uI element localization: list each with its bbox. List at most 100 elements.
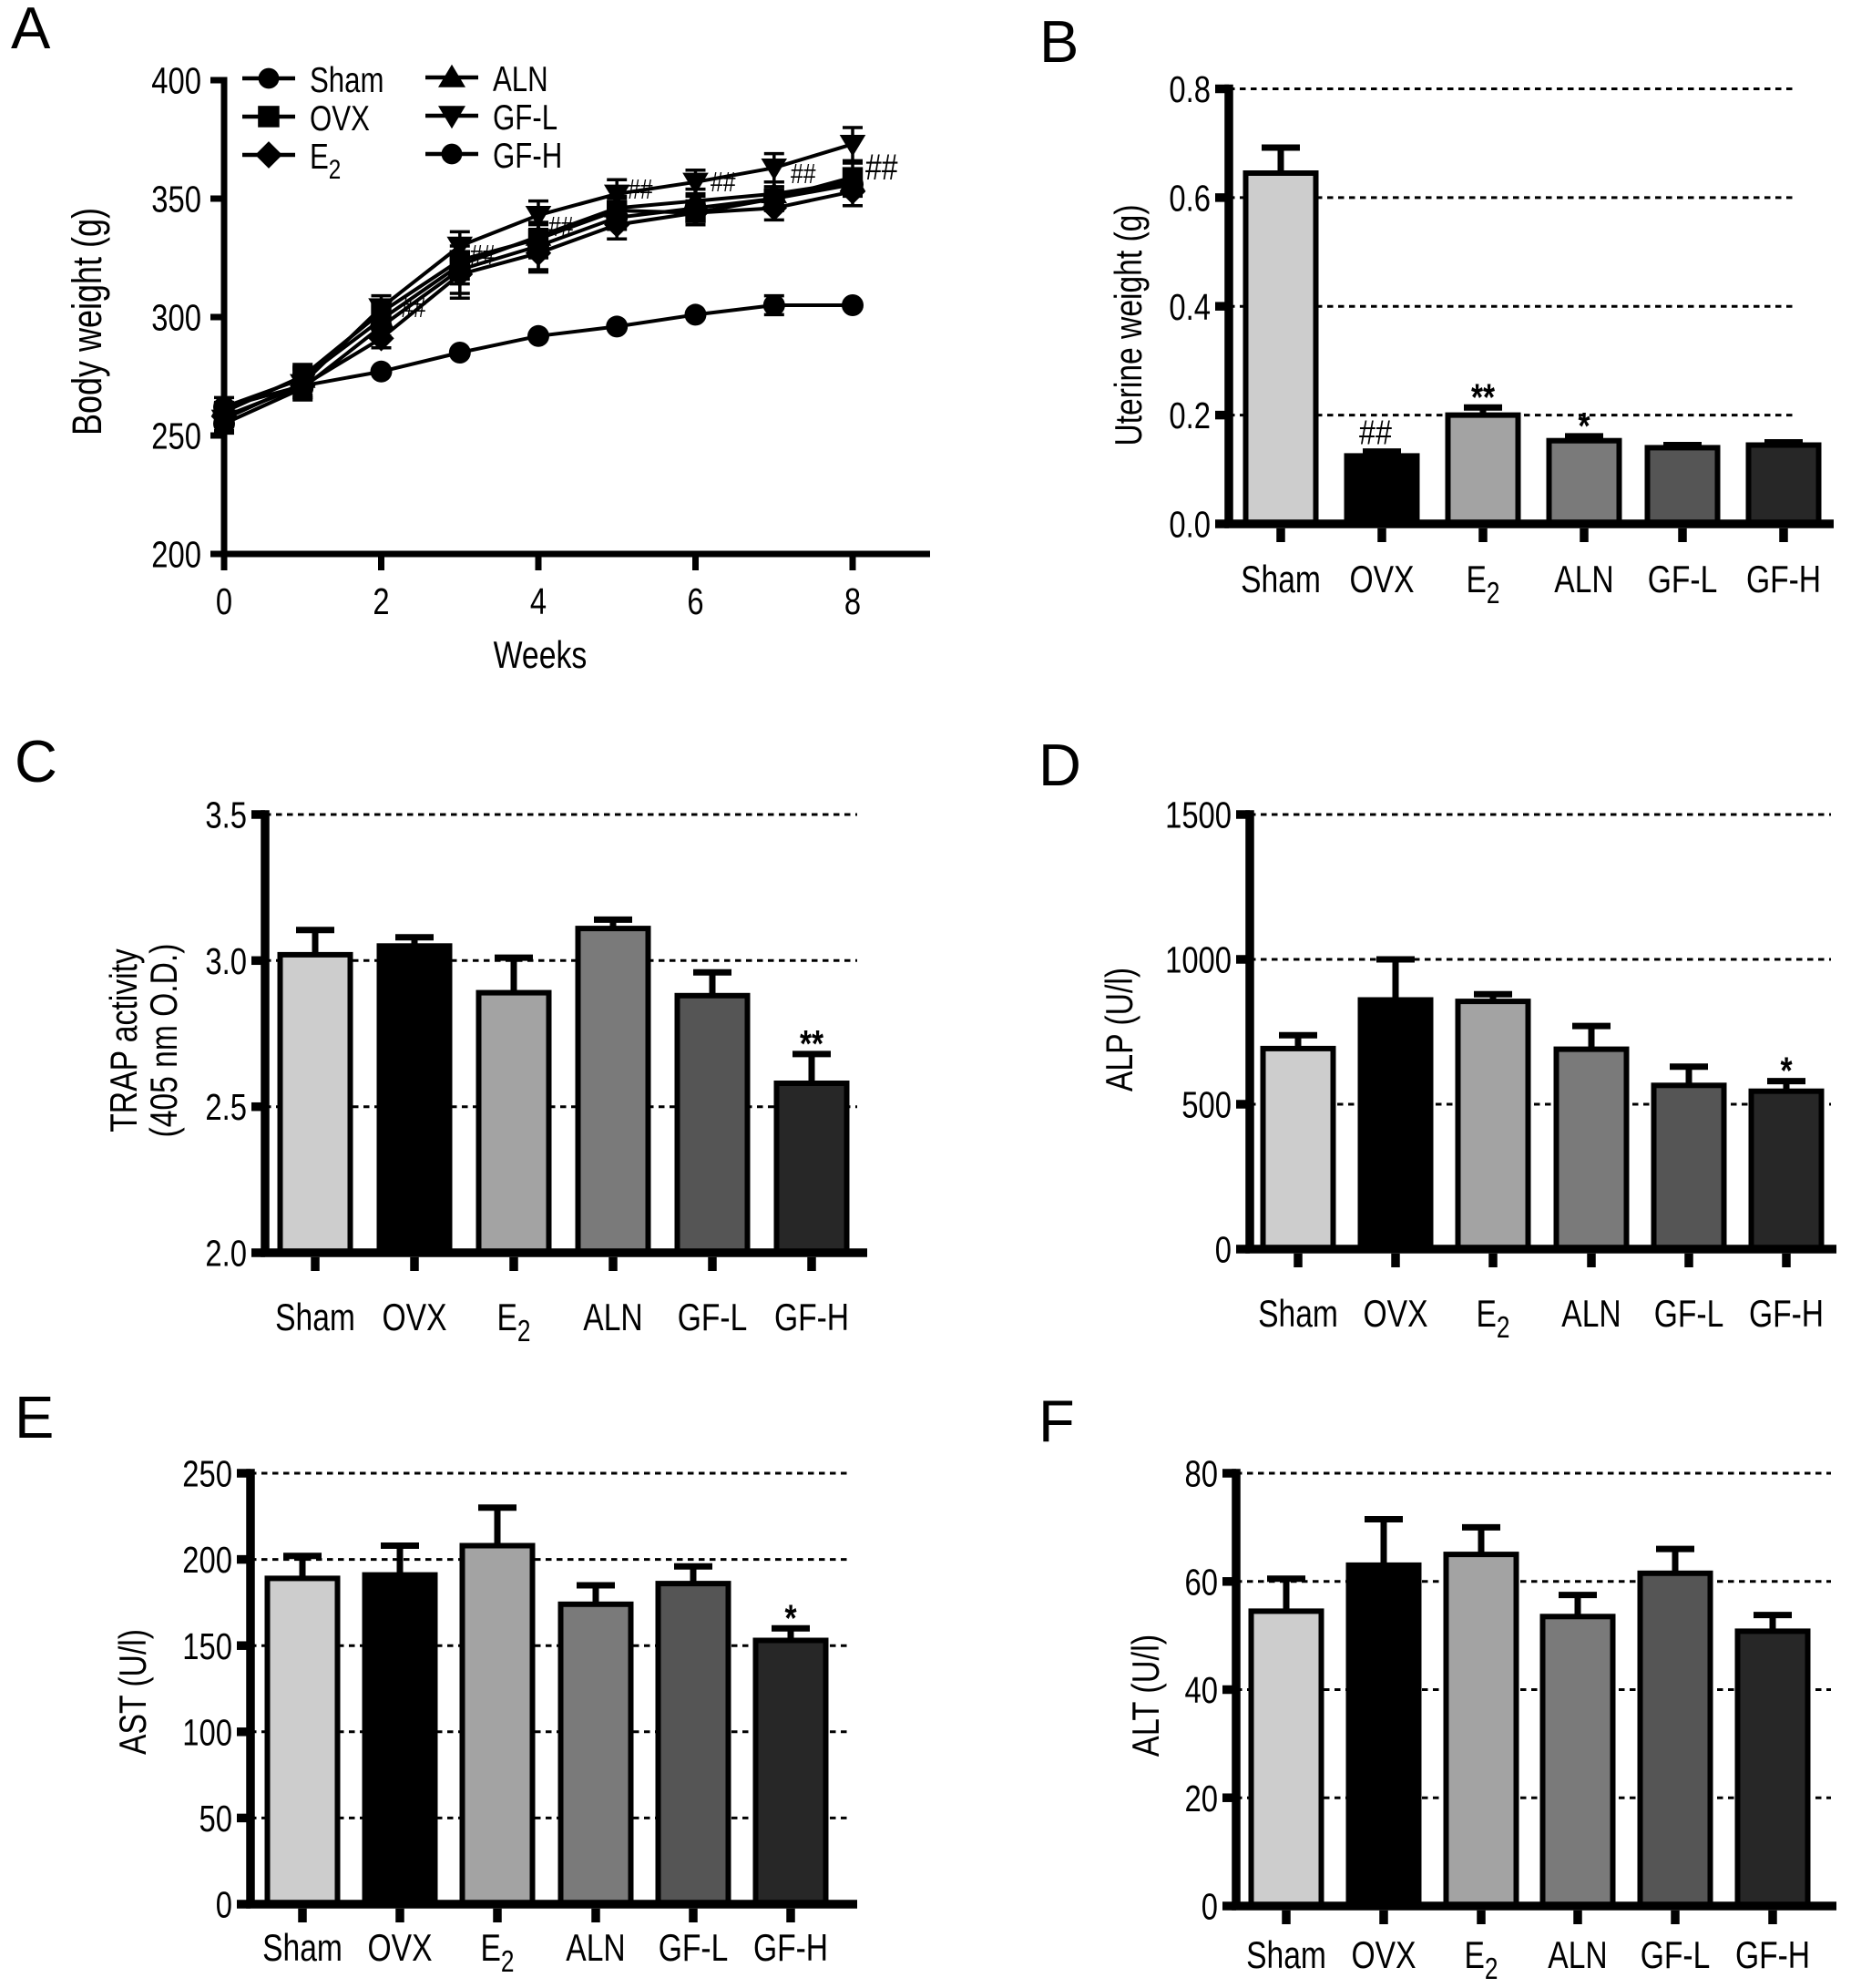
svg-text:2: 2 [329,155,342,185]
svg-text:*: * [1780,1050,1793,1092]
svg-text:0.2: 0.2 [1169,395,1211,436]
svg-text:ALN: ALN [1561,1292,1621,1335]
svg-text:GF-L: GF-L [659,1926,729,1969]
svg-text:##: ## [548,210,574,242]
svg-text:3.5: 3.5 [205,794,247,836]
svg-text:F: F [1038,1388,1075,1454]
svg-text:Sham: Sham [1246,1933,1326,1976]
svg-text:*: * [784,1596,797,1639]
svg-text:E: E [1465,1933,1485,1976]
svg-text:GF-H: GF-H [1735,1933,1810,1976]
svg-text:B: B [1039,8,1079,75]
svg-text:2: 2 [1485,1952,1498,1985]
svg-text:250: 250 [182,1453,232,1495]
svg-text:ALN: ALN [583,1296,642,1338]
svg-text:GF-L: GF-L [1654,1292,1724,1335]
svg-text:Sham: Sham [1258,1292,1338,1335]
svg-text:OVX: OVX [310,99,370,138]
svg-text:OVX: OVX [383,1296,447,1338]
svg-text:GF-L: GF-L [1648,558,1718,600]
svg-text:2.5: 2.5 [205,1086,247,1128]
svg-text:GF-H: GF-H [1746,558,1821,600]
svg-text:200: 200 [182,1539,232,1581]
svg-text:Sham: Sham [1241,558,1321,600]
svg-text:GF-H: GF-H [493,137,562,176]
svg-text:E: E [481,1926,501,1969]
svg-text:0: 0 [216,1884,232,1926]
svg-text:4: 4 [530,580,547,622]
svg-text:##: ## [401,292,426,323]
svg-text:GF-H: GF-H [1749,1292,1824,1335]
svg-text:##: ## [711,166,736,198]
svg-text:1500: 1500 [1165,794,1232,836]
svg-text:0: 0 [1202,1886,1218,1928]
svg-text:GF-H: GF-H [774,1296,849,1338]
svg-text:GF-L: GF-L [678,1296,748,1338]
svg-text:80: 80 [1185,1453,1219,1495]
svg-text:400: 400 [151,60,201,102]
svg-text:E: E [1467,558,1487,600]
svg-text:60: 60 [1185,1561,1219,1603]
svg-text:(405 nm O.D.): (405 nm O.D.) [142,944,185,1138]
svg-text:TRAP activity: TRAP activity [102,948,145,1132]
svg-text:OVX: OVX [1352,1933,1416,1976]
svg-text:GF-L: GF-L [1641,1933,1711,1976]
svg-text:AST (U/l): AST (U/l) [111,1629,154,1755]
svg-text:Weeks: Weeks [494,633,588,676]
svg-text:A: A [11,0,51,61]
svg-text:ALN: ALN [566,1926,625,1969]
svg-text:2: 2 [1487,576,1500,610]
svg-text:Sham: Sham [275,1296,355,1338]
svg-text:1000: 1000 [1165,939,1232,981]
svg-text:##: ## [1359,415,1392,453]
svg-text:*: * [1578,405,1590,447]
svg-text:2: 2 [501,1944,515,1978]
svg-text:50: 50 [199,1798,233,1839]
svg-text:**: ** [800,1022,824,1065]
svg-text:0: 0 [216,580,232,622]
svg-text:ALN: ALN [493,60,548,99]
svg-text:100: 100 [182,1711,232,1753]
svg-text:250: 250 [151,415,201,457]
svg-text:8: 8 [844,580,861,622]
svg-text:Sham: Sham [310,61,384,100]
svg-text:2.0: 2.0 [205,1233,247,1275]
svg-text:OVX: OVX [1364,1292,1428,1335]
svg-text:ALN: ALN [1554,558,1613,600]
svg-text:##: ## [865,148,898,188]
svg-text:500: 500 [1181,1084,1232,1126]
svg-text:Body weight (g): Body weight (g) [64,208,110,436]
svg-text:0.4: 0.4 [1169,286,1211,328]
svg-text:E: E [310,138,329,177]
svg-text:ALT (U/l): ALT (U/l) [1124,1634,1167,1757]
svg-text:##: ## [628,173,653,205]
svg-text:E: E [1477,1292,1497,1335]
svg-text:350: 350 [151,179,201,220]
svg-text:OVX: OVX [1350,558,1415,600]
svg-text:ALN: ALN [1548,1933,1607,1976]
svg-text:Sham: Sham [262,1926,343,1969]
svg-text:20: 20 [1185,1778,1219,1819]
svg-text:6: 6 [687,580,703,622]
svg-text:2: 2 [1497,1310,1510,1344]
svg-text:3.0: 3.0 [205,940,247,982]
svg-text:0.6: 0.6 [1169,177,1211,219]
svg-text:200: 200 [151,534,201,576]
svg-text:ALP (U/l): ALP (U/l) [1098,968,1140,1091]
svg-text:300: 300 [151,297,201,339]
svg-text:E: E [15,1384,54,1450]
svg-text:GF-H: GF-H [753,1926,828,1969]
svg-text:OVX: OVX [368,1926,433,1969]
svg-text:E: E [497,1296,517,1338]
svg-text:0.0: 0.0 [1169,504,1211,546]
svg-text:C: C [15,728,57,794]
svg-text:**: ** [1471,375,1496,418]
svg-text:0: 0 [1215,1229,1232,1271]
svg-text:40: 40 [1185,1669,1219,1711]
svg-text:##: ## [791,158,816,190]
svg-text:150: 150 [182,1625,232,1667]
svg-text:##: ## [470,239,496,271]
svg-text:GF-L: GF-L [493,98,557,138]
svg-text:Uterine weight (g): Uterine weight (g) [1107,204,1150,446]
svg-text:D: D [1038,732,1081,798]
